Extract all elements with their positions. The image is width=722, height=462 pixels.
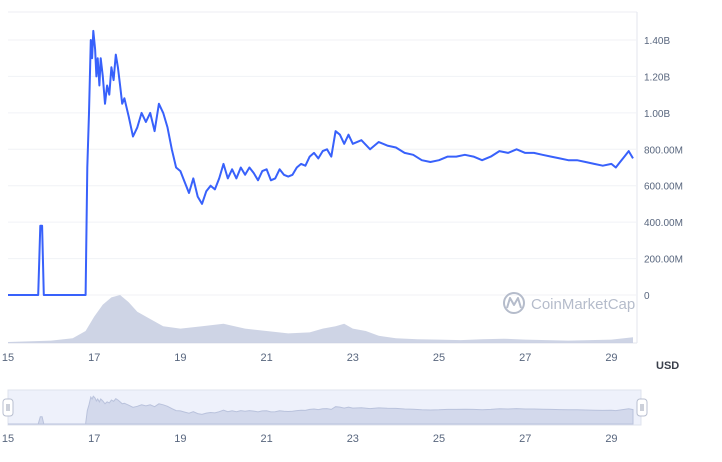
coinmarketcap-logo-icon xyxy=(503,292,525,314)
watermark: CoinMarketCap xyxy=(503,292,635,314)
x-tick-label: 23 xyxy=(347,352,359,364)
navigator-tick-label: 15 xyxy=(2,433,14,445)
navigator-tick-label: 19 xyxy=(174,433,186,445)
y-tick-label: 0 xyxy=(644,291,650,302)
navigator-left-handle[interactable] xyxy=(2,398,14,417)
y-tick-label: 1.20B xyxy=(644,72,670,83)
x-tick-label: 17 xyxy=(88,352,100,364)
price-line-path xyxy=(8,29,634,296)
x-tick-label: 29 xyxy=(605,352,617,364)
x-tick-label: 19 xyxy=(174,352,186,364)
navigator-series xyxy=(8,395,634,425)
x-tick-label: 15 xyxy=(2,352,14,364)
grid-lines xyxy=(8,11,638,344)
navigator-tick-label: 27 xyxy=(519,433,531,445)
volume-area-shape xyxy=(8,295,633,343)
y-axis: 0 200.00M 400.00M 600.00M 800.00M 1.00B 1.20B 1… xyxy=(644,36,683,302)
y-tick-label: 400.00M xyxy=(644,218,683,229)
navigator-tick-label: 21 xyxy=(260,433,272,445)
navigator-area xyxy=(8,395,634,425)
volume-area xyxy=(8,295,633,343)
y-tick-label: 1.40B xyxy=(644,36,670,47)
navigator-x-axis: 15 17 19 21 23 25 27 29 xyxy=(2,433,618,445)
navigator-right-handle[interactable] xyxy=(636,398,648,417)
watermark-text: CoinMarketCap xyxy=(531,296,635,313)
x-tick-label: 21 xyxy=(260,352,272,364)
navigator-tick-label: 23 xyxy=(347,433,359,445)
navigator-tick-label: 25 xyxy=(433,433,445,445)
y-tick-label: 800.00M xyxy=(644,145,683,156)
range-navigator[interactable]: 15 17 19 21 23 25 27 29 xyxy=(2,389,648,445)
x-tick-label: 25 xyxy=(433,352,445,364)
currency-label: USD xyxy=(656,360,679,372)
y-tick-label: 1.00B xyxy=(644,109,670,120)
x-tick-label: 27 xyxy=(519,352,531,364)
y-tick-label: 600.00M xyxy=(644,182,683,193)
navigator-tick-label: 29 xyxy=(605,433,617,445)
x-axis: 15 17 19 21 23 25 27 29 xyxy=(2,352,618,364)
navigator-tick-label: 17 xyxy=(88,433,100,445)
price-line xyxy=(8,29,634,296)
y-tick-label: 200.00M xyxy=(644,255,683,266)
